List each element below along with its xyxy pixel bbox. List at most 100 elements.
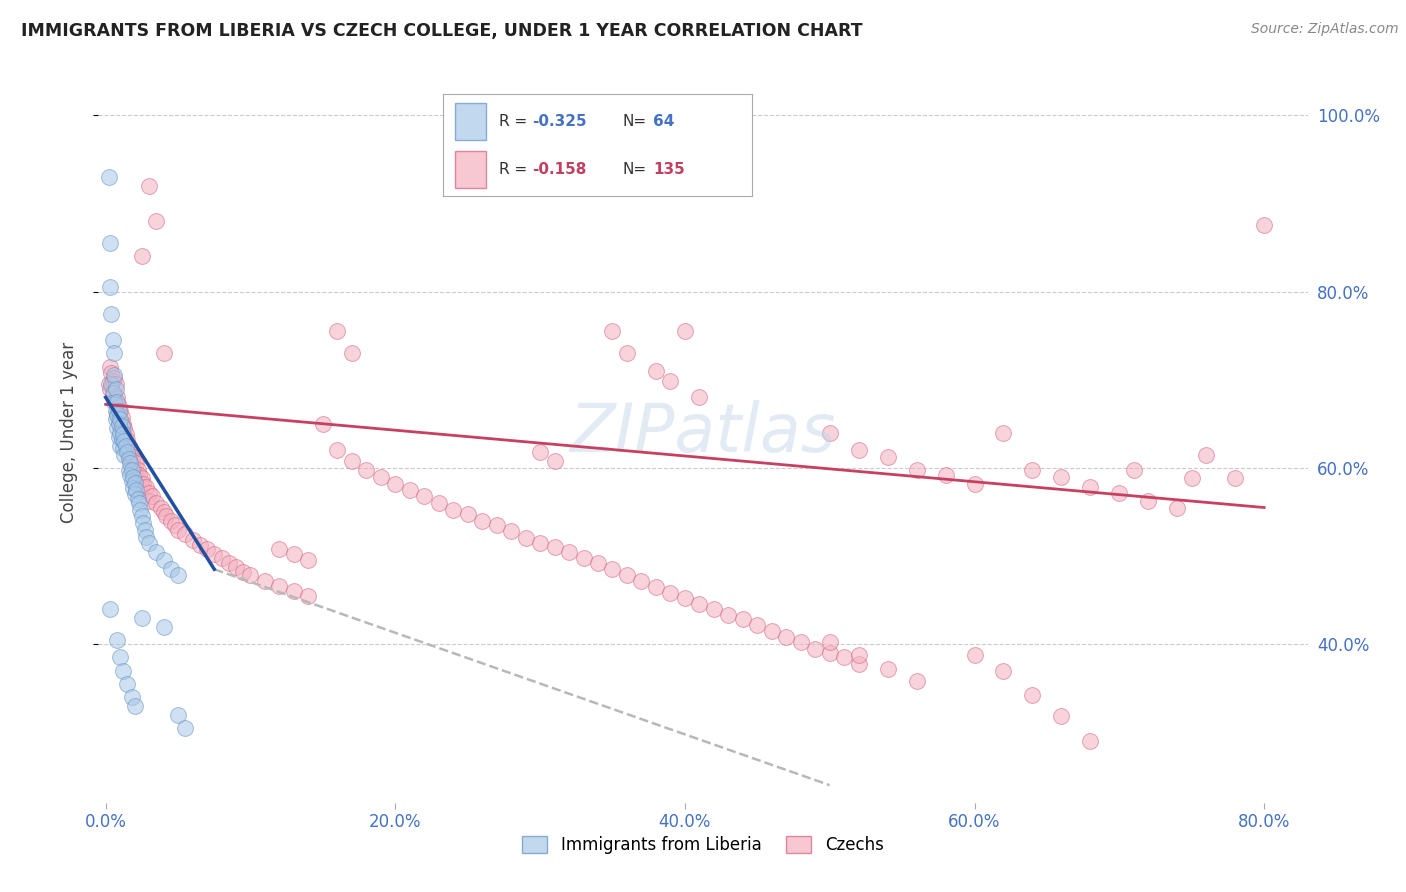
Point (283, 584, 305, 599)
Point (134, 523, 156, 537)
Point (876, 450, 898, 465)
Point (105, 421, 128, 435)
Point (1080, 734, 1102, 748)
Point (818, 425, 841, 440)
FancyBboxPatch shape (456, 103, 486, 140)
Point (121, 445, 143, 459)
Point (384, 476, 406, 491)
Point (688, 390, 710, 404)
Point (558, 544, 581, 558)
Point (145, 544, 167, 558)
Point (1225, 471, 1247, 485)
Point (120, 457, 142, 471)
Point (121, 462, 143, 476)
Point (485, 518, 508, 533)
Point (98, 236, 121, 251)
Point (1181, 471, 1204, 485)
Point (1195, 448, 1218, 462)
Point (152, 619, 174, 633)
Point (283, 547, 305, 561)
Point (818, 646, 841, 660)
Point (340, 454, 363, 468)
Point (112, 427, 135, 442)
Point (103, 371, 125, 385)
Text: ZIPatlas: ZIPatlas (569, 400, 837, 466)
Point (174, 721, 197, 735)
Point (572, 550, 595, 565)
Point (112, 417, 135, 431)
Point (602, 562, 624, 576)
Point (1108, 485, 1130, 500)
Point (602, 324, 624, 338)
Point (115, 427, 138, 442)
Point (103, 368, 125, 383)
Point (129, 503, 152, 517)
Point (218, 556, 240, 570)
Point (117, 445, 139, 459)
Text: -0.158: -0.158 (533, 162, 586, 178)
Point (167, 568, 190, 582)
Point (413, 489, 436, 503)
Point (127, 462, 149, 476)
Text: R =: R = (499, 162, 527, 178)
Point (790, 635, 813, 649)
Point (120, 467, 142, 482)
Point (108, 403, 131, 417)
Point (1050, 469, 1073, 483)
Point (124, 465, 146, 479)
Point (616, 568, 638, 582)
Point (100, 366, 122, 380)
Point (269, 579, 291, 593)
Point (159, 562, 181, 576)
Point (107, 417, 129, 431)
Point (114, 436, 136, 450)
Point (152, 346, 174, 360)
Point (145, 214, 167, 228)
Point (152, 553, 174, 567)
Point (586, 556, 609, 570)
Point (370, 469, 392, 483)
Point (118, 462, 141, 476)
Point (103, 394, 125, 409)
Point (100, 377, 122, 392)
Point (117, 433, 139, 447)
Point (1122, 462, 1144, 476)
Point (108, 418, 131, 433)
Point (167, 707, 190, 722)
Point (108, 650, 131, 665)
Point (104, 382, 127, 396)
Point (104, 403, 127, 417)
Point (703, 602, 725, 616)
Point (97, 169, 120, 184)
Point (688, 598, 710, 612)
Point (124, 454, 146, 468)
Point (543, 454, 565, 468)
Point (963, 648, 986, 662)
Point (731, 612, 754, 626)
Text: IMMIGRANTS FROM LIBERIA VS CZECH COLLEGE, UNDER 1 YEAR CORRELATION CHART: IMMIGRANTS FROM LIBERIA VS CZECH COLLEGE… (21, 22, 863, 40)
Point (211, 550, 233, 565)
Point (122, 461, 145, 475)
Point (297, 589, 319, 603)
Point (195, 541, 218, 556)
Point (155, 509, 177, 524)
Point (993, 664, 1015, 678)
Point (98, 382, 121, 396)
Point (121, 690, 143, 704)
Point (131, 249, 153, 263)
Point (326, 443, 349, 458)
Point (101, 375, 124, 389)
Point (108, 425, 131, 440)
Point (848, 648, 870, 662)
Point (515, 532, 537, 546)
Point (115, 439, 138, 453)
Point (101, 333, 124, 347)
Point (159, 514, 181, 528)
Point (239, 568, 262, 582)
Point (105, 390, 128, 404)
Point (1080, 480, 1102, 494)
Point (673, 591, 696, 606)
Point (935, 467, 957, 482)
Point (529, 536, 551, 550)
Point (225, 559, 247, 574)
